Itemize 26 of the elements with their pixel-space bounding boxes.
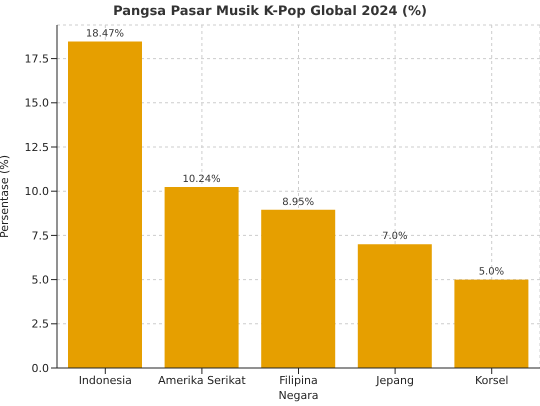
bar bbox=[358, 244, 432, 368]
y-tick-label: 12.5 bbox=[24, 140, 49, 154]
x-tick-label: Indonesia bbox=[78, 374, 132, 387]
y-tick-label: 0.0 bbox=[32, 362, 49, 375]
data-label: 10.24% bbox=[182, 174, 221, 185]
y-tick-label: 17.5 bbox=[24, 52, 49, 66]
y-axis-title: Persentase (%) bbox=[0, 154, 11, 238]
y-tick-label: 15.0 bbox=[24, 96, 49, 110]
chart-title: Pangsa Pasar Musik K-Pop Global 2024 (%) bbox=[112, 4, 428, 19]
bar bbox=[68, 41, 142, 368]
y-tick-label: 5.0 bbox=[32, 274, 49, 287]
data-label: 8.95% bbox=[282, 196, 314, 208]
x-tick-label: Korsel bbox=[474, 374, 508, 387]
data-label: 18.47% bbox=[86, 28, 124, 40]
x-axis-title: Negara bbox=[278, 389, 318, 402]
data-label: 7.0% bbox=[382, 231, 408, 242]
bar bbox=[454, 280, 528, 368]
bar bbox=[261, 210, 336, 368]
x-tick-label: Filipina bbox=[279, 374, 318, 387]
x-tick-label: Jepang bbox=[375, 374, 414, 387]
y-tick-label: 7.5 bbox=[32, 229, 49, 242]
y-tick-label: 10.0 bbox=[24, 185, 49, 198]
data-label: 5.0% bbox=[478, 266, 504, 278]
y-tick-label: 2.5 bbox=[32, 318, 49, 331]
bar bbox=[164, 186, 239, 368]
x-tick-label: Amerika Serikat bbox=[158, 374, 246, 387]
